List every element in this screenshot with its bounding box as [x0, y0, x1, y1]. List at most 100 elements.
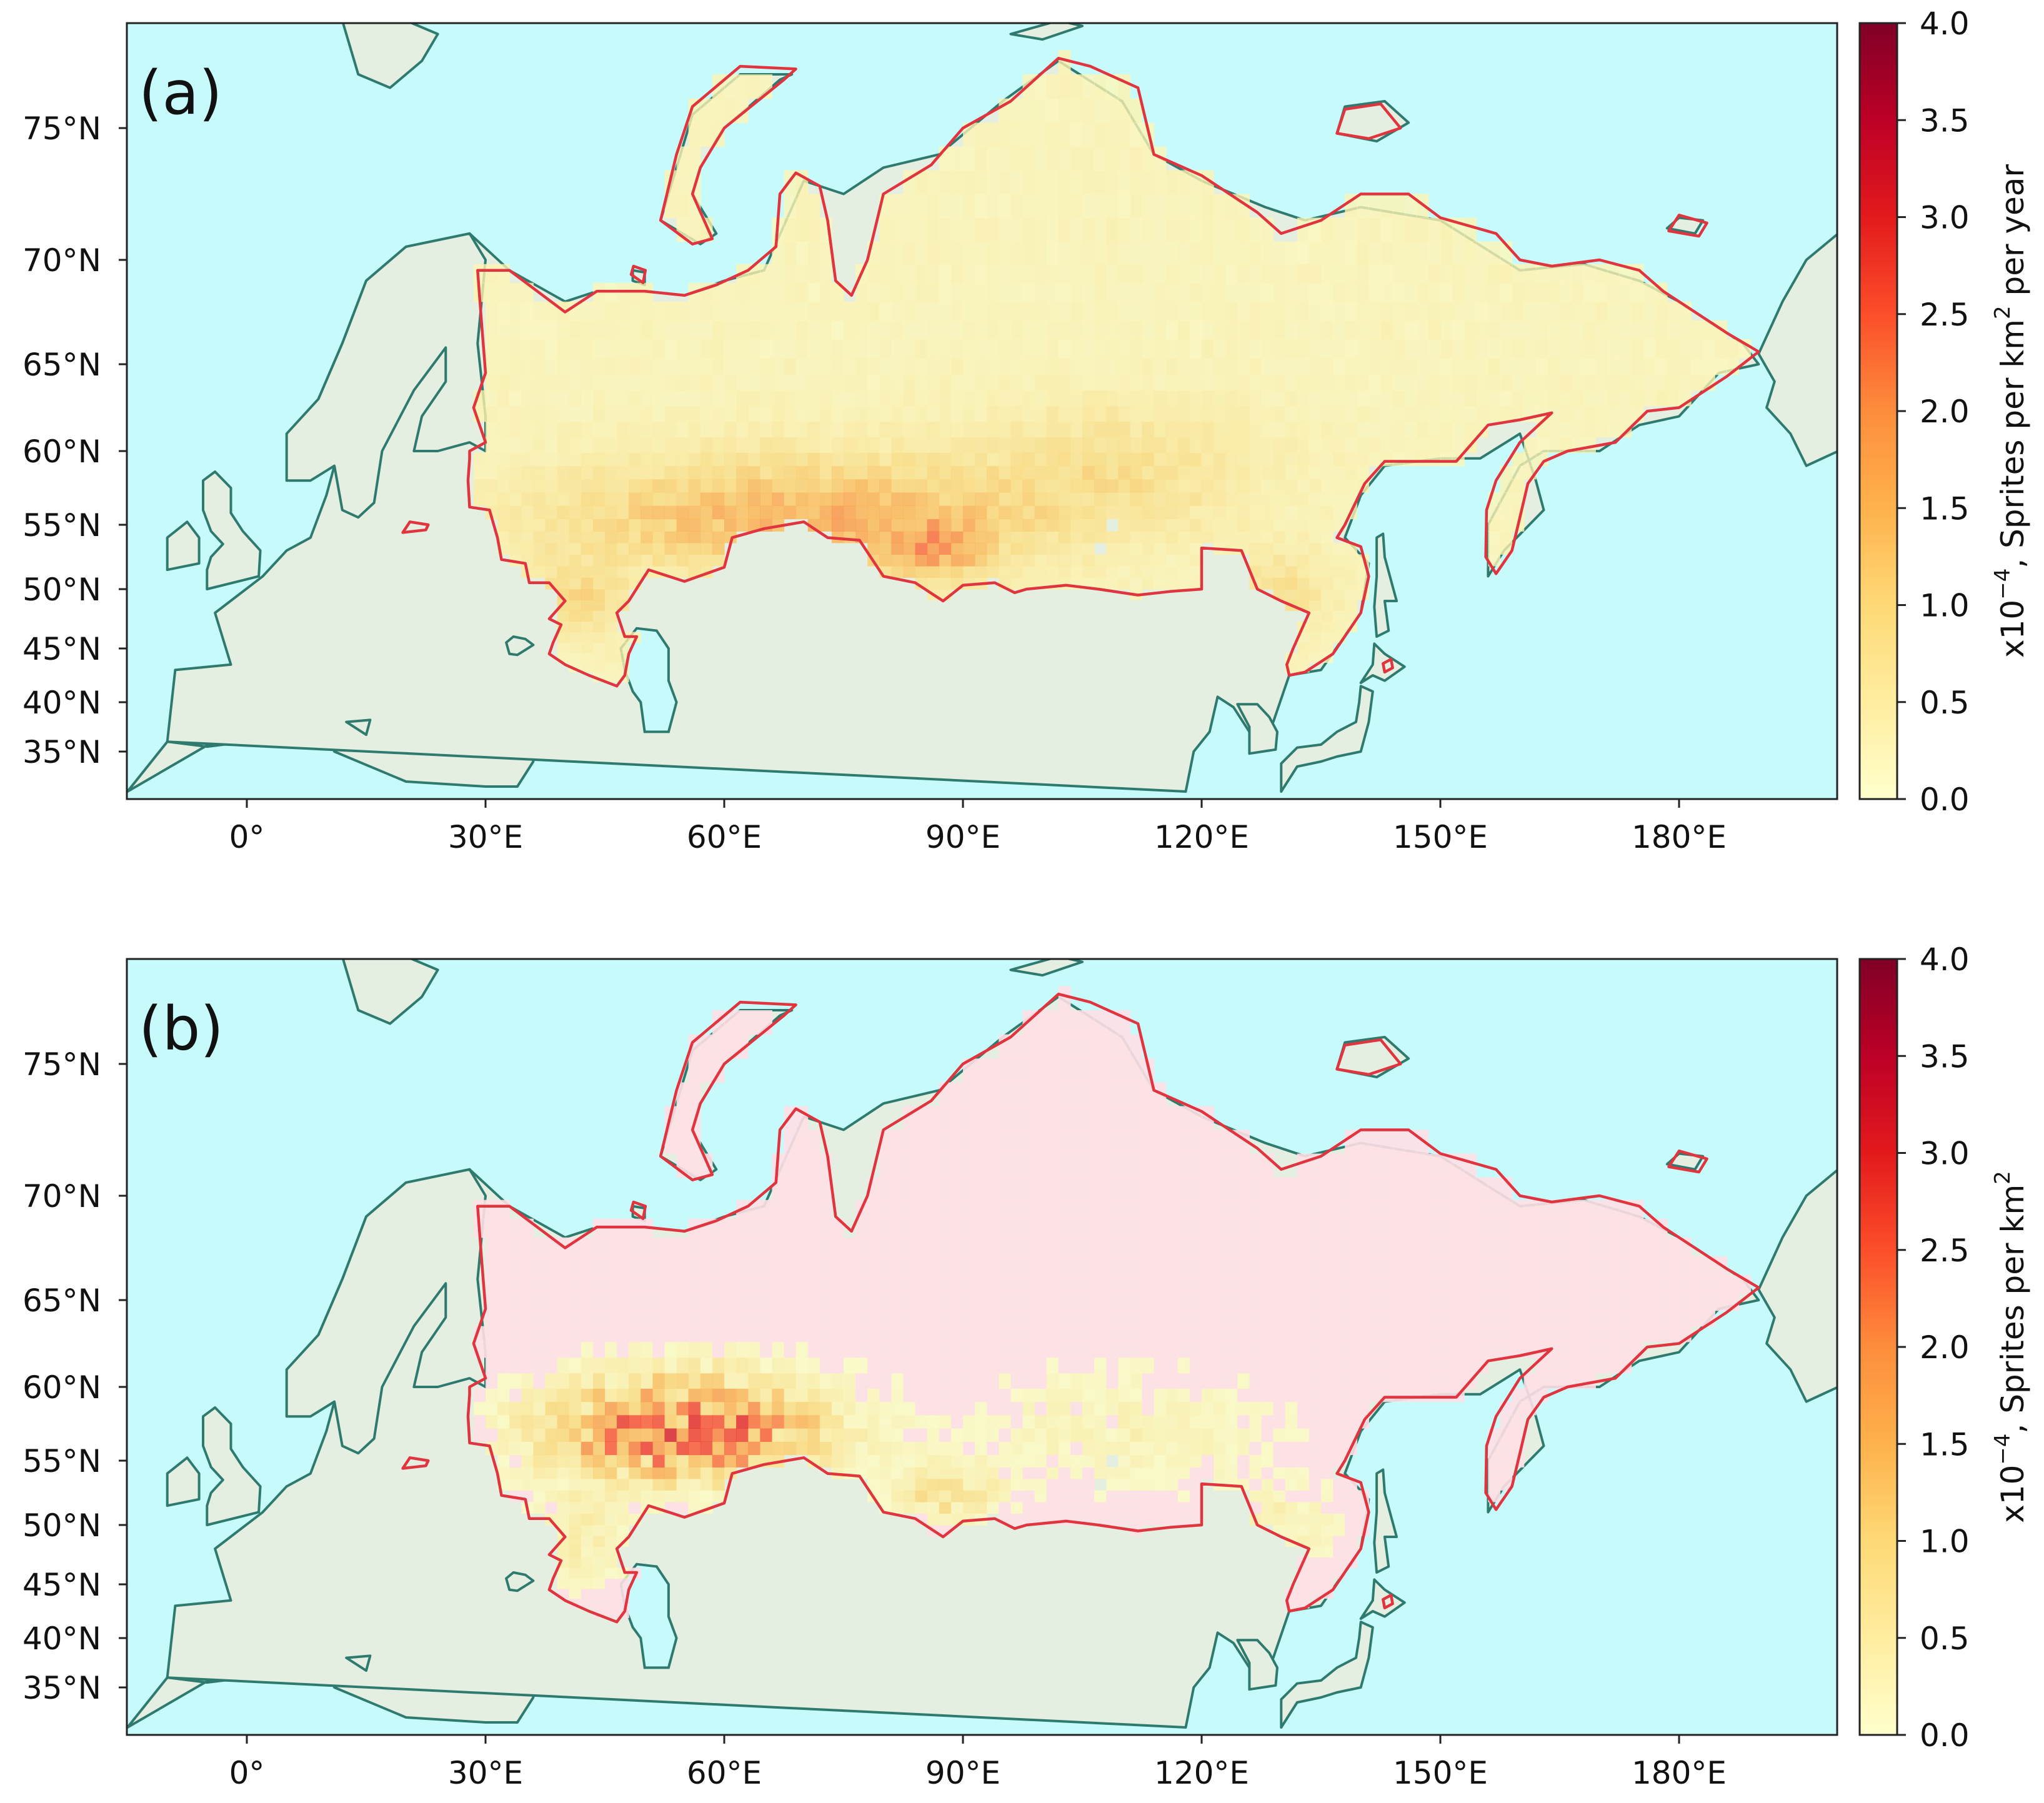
density-cell — [1273, 554, 1286, 567]
density-cell — [1535, 320, 1548, 340]
density-cell — [605, 565, 617, 578]
density-cell — [1130, 1467, 1143, 1479]
density-cell — [915, 1237, 928, 1257]
density-cell — [1392, 241, 1405, 265]
density-cell — [1655, 301, 1668, 321]
density-cell — [1142, 1357, 1155, 1374]
density-cell — [1285, 1177, 1298, 1201]
density-cell — [1333, 1546, 1345, 1557]
density-cell — [831, 505, 844, 520]
density-cell — [712, 531, 725, 544]
density-cell — [1189, 1106, 1202, 1131]
density-cell — [1010, 217, 1024, 242]
density-cell — [950, 1310, 964, 1327]
density-cell — [1333, 1341, 1345, 1358]
density-cell — [688, 565, 701, 578]
density-cell — [975, 1326, 987, 1343]
density-cell — [939, 405, 952, 422]
density-cell — [1333, 1153, 1345, 1178]
density-cell — [1631, 1237, 1644, 1257]
density-cell — [1046, 1237, 1059, 1257]
density-cell — [569, 1536, 582, 1547]
density-cell — [1118, 421, 1130, 438]
density-cell — [987, 1467, 999, 1479]
density-cell — [1428, 1237, 1441, 1257]
density-cell — [1249, 479, 1262, 493]
density-cell — [688, 390, 701, 407]
density-cell — [1177, 479, 1190, 493]
density-cell — [1380, 217, 1393, 242]
density-cell — [1214, 1294, 1226, 1311]
density-cell — [736, 1357, 749, 1374]
density-cell — [795, 405, 809, 422]
density-cell — [855, 492, 868, 506]
density-cell — [879, 479, 892, 493]
density-cell — [1368, 1218, 1382, 1238]
density-cell — [1237, 264, 1250, 284]
density-cell — [748, 390, 760, 407]
density-cell — [915, 1106, 928, 1131]
density-cell — [1452, 1177, 1465, 1201]
density-cell — [1452, 241, 1465, 265]
density-cell — [987, 282, 999, 302]
density-cell — [1010, 565, 1024, 578]
density-cell — [950, 194, 964, 219]
density-cell — [855, 1414, 868, 1429]
density-cell — [1297, 554, 1310, 567]
density-cell — [1165, 465, 1179, 480]
density-cell — [1046, 505, 1059, 520]
density-cell — [569, 1310, 582, 1327]
density-cell — [1070, 282, 1083, 302]
density-cell — [1249, 1256, 1262, 1276]
density-cell — [592, 301, 606, 321]
density-cell — [1345, 264, 1357, 284]
density-cell — [509, 542, 522, 555]
density-cell — [1202, 519, 1214, 532]
density-cell — [1357, 465, 1369, 480]
density-cell — [1165, 1200, 1179, 1219]
density-cell — [676, 374, 689, 391]
panel-label-b: (b) — [139, 994, 224, 1064]
density-cell — [1547, 1218, 1560, 1238]
density-cell — [867, 452, 880, 467]
density-cell — [915, 1388, 928, 1403]
density-cell — [1547, 1341, 1560, 1358]
density-cell — [1333, 390, 1345, 407]
density-cell — [903, 301, 916, 321]
density-cell — [807, 1326, 820, 1343]
density-cell — [1249, 554, 1262, 567]
density-cell — [831, 301, 844, 321]
density-cell — [509, 1274, 522, 1294]
density-cell — [1380, 358, 1393, 375]
density-cell — [676, 1428, 689, 1442]
density-cell — [545, 465, 558, 480]
density-cell — [891, 301, 904, 321]
density-cell — [1607, 339, 1620, 359]
density-cell — [975, 492, 987, 506]
density-cell — [1273, 465, 1286, 480]
density-cell — [1512, 452, 1525, 467]
density-cell — [844, 1310, 856, 1327]
density-cell — [1022, 1310, 1035, 1327]
density-cell — [1273, 339, 1286, 359]
density-cell — [963, 1401, 975, 1416]
density-cell — [1285, 1200, 1298, 1219]
density-cell — [915, 1467, 928, 1479]
density-cell — [1058, 241, 1071, 265]
density-cell — [521, 1326, 534, 1343]
density-cell — [486, 479, 498, 493]
density-cell — [748, 1256, 760, 1276]
density-cell — [1082, 358, 1095, 375]
density-cell — [652, 358, 666, 375]
density-cell — [867, 1441, 880, 1456]
density-cell — [795, 217, 809, 242]
density-cell — [1177, 170, 1190, 195]
density-cell — [807, 1153, 820, 1178]
density-cell — [807, 1414, 820, 1429]
density-cell — [1214, 492, 1226, 506]
density-cell — [700, 492, 713, 506]
density-cell — [1321, 1177, 1334, 1201]
density-cell — [1285, 492, 1298, 506]
density-cell — [473, 479, 486, 493]
density-cell — [1165, 1513, 1179, 1526]
